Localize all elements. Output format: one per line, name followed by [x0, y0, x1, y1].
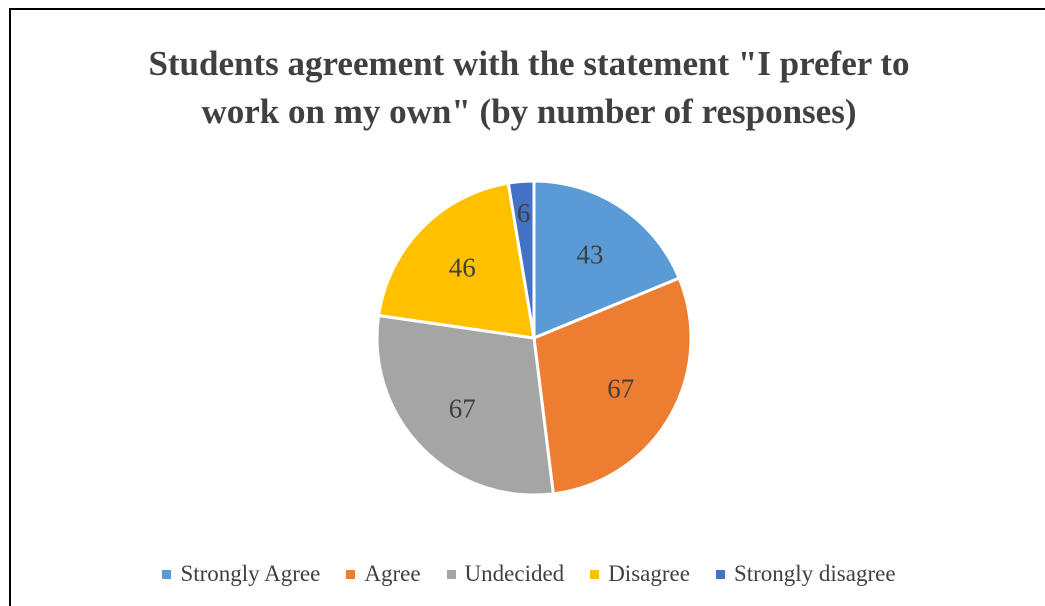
legend-label: Strongly disagree — [734, 561, 896, 587]
legend-item-disagree: Disagree — [590, 561, 690, 587]
chart-frame: Students agreement with the statement "I… — [9, 8, 1045, 606]
pie-chart: 43 67 67 46 6 — [11, 10, 1045, 550]
data-label-strongly-agree: 43 — [576, 240, 603, 270]
chart-legend: Strongly Agree Agree Undecided Disagree Stro… — [11, 561, 1045, 587]
legend-swatch — [447, 570, 456, 579]
legend-item-undecided: Undecided — [447, 561, 565, 587]
legend-item-agree: Agree — [346, 561, 420, 587]
data-label-undecided: 67 — [449, 393, 476, 423]
data-label-agree: 67 — [607, 374, 634, 404]
legend-swatch — [590, 570, 599, 579]
legend-label: Undecided — [465, 561, 565, 587]
legend-item-strongly-agree: Strongly Agree — [162, 561, 320, 587]
legend-swatch — [716, 570, 725, 579]
data-label-strongly-disagree: 6 — [517, 198, 531, 228]
legend-label: Disagree — [608, 561, 690, 587]
legend-swatch — [162, 570, 171, 579]
legend-swatch — [346, 570, 355, 579]
legend-item-strongly-disagree: Strongly disagree — [716, 561, 896, 587]
legend-label: Agree — [364, 561, 420, 587]
data-label-disagree: 46 — [449, 253, 476, 283]
legend-label: Strongly Agree — [180, 561, 320, 587]
